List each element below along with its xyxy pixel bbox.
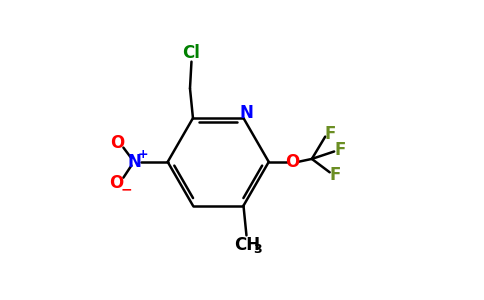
Text: Cl: Cl [182,44,200,62]
Text: O: O [286,153,300,171]
Text: O: O [110,134,124,152]
Text: F: F [325,125,336,143]
Text: F: F [335,141,347,159]
Text: 3: 3 [254,243,262,256]
Text: +: + [137,148,148,161]
Text: O: O [109,174,124,192]
Text: CH: CH [234,236,260,254]
Text: N: N [127,153,141,171]
Text: N: N [240,104,254,122]
Text: −: − [121,182,132,197]
Text: F: F [330,166,341,184]
